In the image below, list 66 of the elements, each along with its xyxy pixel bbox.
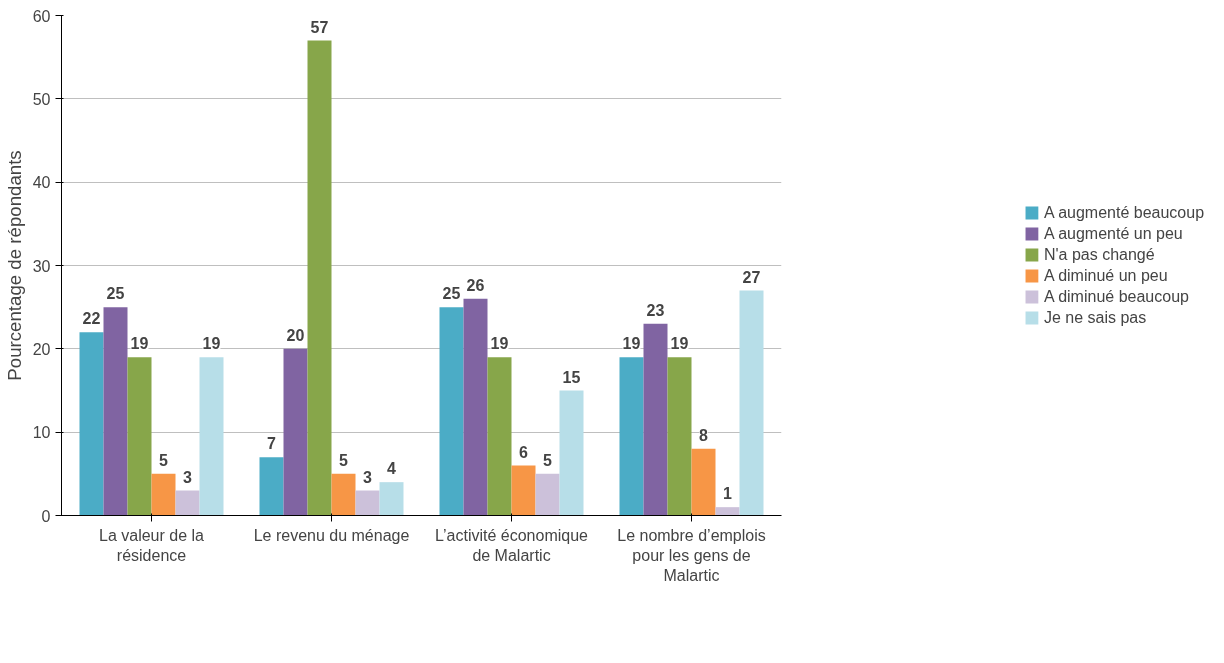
legend-label: A augmenté un peu: [1043, 224, 1183, 243]
data-label: 7: [267, 435, 277, 453]
bar: [643, 323, 668, 516]
data-label: 5: [159, 451, 169, 469]
y-tick-label: 60: [32, 7, 51, 25]
data-label: 6: [519, 443, 529, 461]
data-label: 20: [286, 326, 305, 344]
legend-label: A augmenté beaucoup: [1043, 203, 1205, 222]
legend-label: N'a pas changé: [1043, 245, 1155, 264]
x-tick-label: Le nombre d’emplois pour les gens de Malartic: [617, 526, 766, 585]
data-label: 57: [310, 18, 329, 36]
legend-label: A diminué beaucoup: [1043, 287, 1189, 306]
bar: [307, 40, 332, 516]
data-label: 26: [466, 276, 485, 294]
legend-label: A diminué un peu: [1043, 266, 1168, 285]
x-tick-label: L’activité économique de Malartic: [435, 526, 589, 564]
y-tick-label: 20: [32, 340, 51, 358]
bar: [355, 490, 380, 516]
bar: [175, 490, 200, 516]
bar: [199, 357, 224, 516]
data-label: 19: [622, 335, 641, 353]
data-label: 5: [339, 451, 349, 469]
x-tick-label: Le revenu du ménage: [253, 526, 410, 544]
bar: [487, 357, 512, 516]
bar: [331, 473, 356, 516]
legend-label: Je ne sais pas: [1043, 308, 1147, 327]
y-tick-label: 50: [32, 90, 51, 108]
bar: [535, 473, 560, 516]
y-axis-title: Pourcentage de répondants: [3, 150, 25, 381]
bar: [667, 357, 692, 516]
bar: [379, 482, 404, 516]
data-label: 19: [490, 335, 509, 353]
data-label: 19: [130, 335, 149, 353]
y-tick-label: 0: [41, 507, 51, 525]
bar: [619, 357, 644, 516]
data-label: 27: [742, 268, 761, 286]
bar: [259, 457, 284, 516]
bar: [559, 390, 584, 516]
y-tick-label: 30: [32, 257, 51, 275]
data-label: 19: [202, 335, 221, 353]
data-label: 3: [363, 468, 373, 486]
bar: [439, 307, 464, 516]
y-tick-label: 40: [32, 174, 51, 192]
x-tick-label: La valeur de la résidence: [99, 526, 205, 564]
bar: [511, 465, 536, 516]
bar: [691, 448, 716, 516]
bar: [79, 332, 104, 516]
data-label: 5: [543, 451, 553, 469]
data-label: 15: [562, 368, 581, 386]
bar: [151, 473, 176, 516]
data-label: 25: [442, 285, 461, 303]
y-tick-label: 10: [32, 424, 51, 442]
bar: [715, 507, 740, 516]
data-label: 19: [670, 335, 689, 353]
data-label: 8: [699, 426, 709, 444]
bar: [103, 307, 128, 516]
bar: [283, 348, 308, 516]
bar: [739, 290, 764, 516]
data-label: 1: [723, 485, 733, 503]
data-label: 22: [82, 310, 101, 328]
data-label: 3: [183, 468, 193, 486]
bar: [463, 298, 488, 516]
data-label: 4: [387, 460, 397, 478]
bar: [127, 357, 152, 516]
data-label: 25: [106, 285, 125, 303]
data-label: 23: [646, 301, 665, 319]
